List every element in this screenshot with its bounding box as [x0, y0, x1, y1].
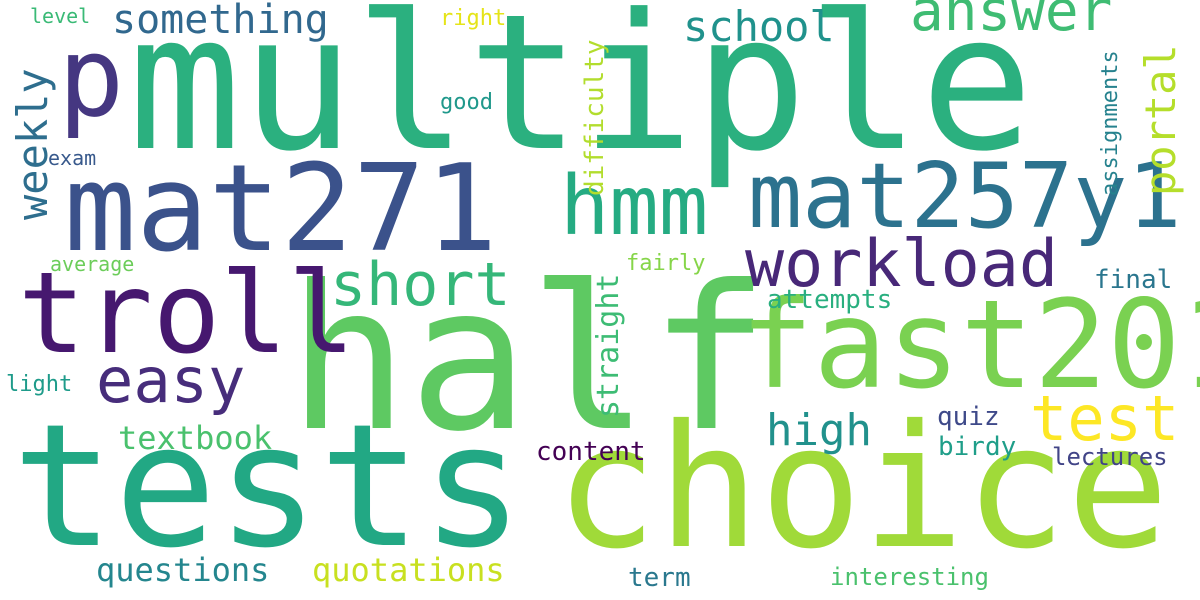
word-easy: easy — [96, 344, 246, 417]
word-test: test — [1030, 382, 1180, 455]
word-exam: exam — [48, 146, 97, 170]
word-hmm: hmm — [560, 159, 709, 254]
word-difficulty: difficulty — [580, 39, 610, 196]
word-workload: workload — [745, 227, 1059, 302]
word-quiz: quiz — [937, 402, 1000, 432]
word-mat271: mat271 — [64, 140, 498, 279]
word-tests: tests — [12, 388, 524, 586]
word-weekly: weekly — [8, 68, 57, 220]
word-portal: portal — [1136, 44, 1185, 196]
word-choice: choice — [555, 389, 1170, 587]
word-right: right — [440, 6, 507, 31]
word-average: average — [50, 252, 135, 276]
word-questions: questions — [96, 551, 270, 589]
word-multiple: multiple — [128, 0, 1034, 193]
word-good: good — [440, 90, 493, 115]
word-birdy: birdy — [938, 432, 1017, 462]
word-high: high — [766, 405, 872, 456]
word-lectures: lectures — [1052, 443, 1168, 471]
word-attempts: attempts — [767, 285, 893, 315]
word-interesting: interesting — [830, 563, 989, 591]
word-level: level — [30, 4, 91, 28]
word-fast201: fast201 — [740, 274, 1200, 416]
word-school: school — [683, 2, 835, 51]
word-final: final — [1094, 265, 1173, 295]
word-mat257y1: mat257y1 — [748, 144, 1182, 249]
word-p: p — [58, 13, 125, 141]
word-troll: troll — [18, 249, 356, 379]
word-short: short — [330, 250, 511, 320]
word-assignments: assignments — [1098, 50, 1123, 196]
word-straight: straight — [591, 273, 626, 419]
word-term: term — [628, 563, 691, 593]
word-textbook: textbook — [118, 419, 273, 457]
word-half: half — [288, 243, 770, 476]
word-content: content — [536, 437, 646, 467]
word-answer: answer — [910, 0, 1113, 44]
word-something: something — [112, 0, 329, 43]
word-quotations: quotations — [312, 551, 505, 589]
word-light: light — [6, 372, 73, 397]
word-fairly: fairly — [626, 251, 706, 276]
